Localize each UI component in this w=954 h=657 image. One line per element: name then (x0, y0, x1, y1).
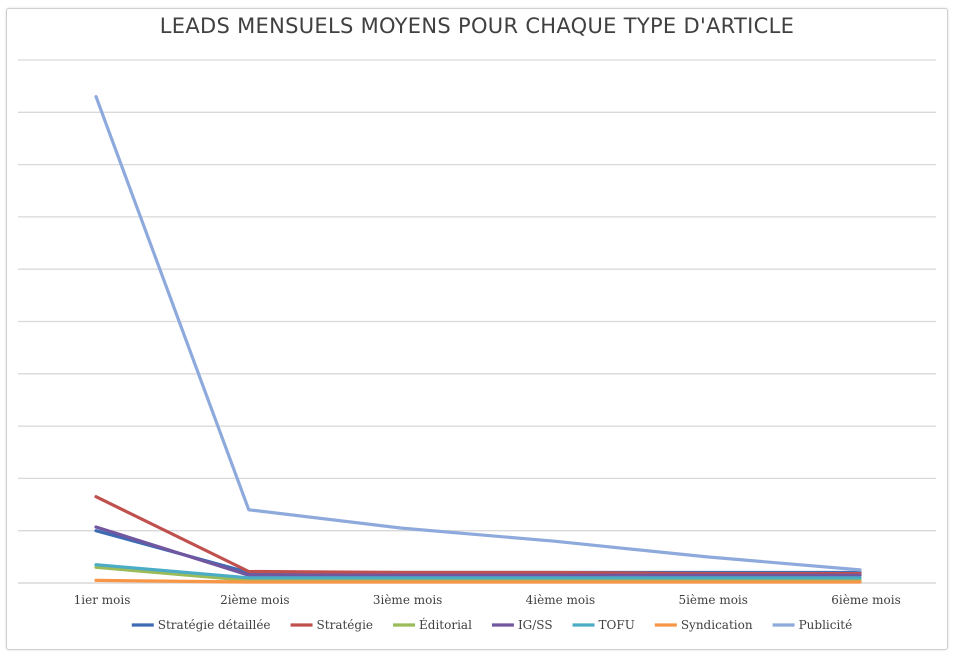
legend-label: Syndication (681, 618, 753, 632)
x-tick-label: 6ième mois (831, 593, 900, 607)
x-tick-label: 2ième mois (220, 593, 289, 607)
legend-label: TOFU (599, 618, 635, 632)
x-tick-label: 4ième mois (526, 593, 595, 607)
series-line (94, 563, 862, 580)
series-line (94, 525, 862, 577)
series-line (94, 495, 862, 576)
legend-label: Stratégie (317, 618, 373, 632)
series-line (94, 94, 862, 572)
chart-title: LEADS MENSUELS MOYENS POUR CHAQUE TYPE D… (159, 14, 795, 38)
legend-label: Éditorial (419, 617, 472, 632)
legend-label: Publicité (799, 618, 853, 632)
gridlines (18, 59, 936, 584)
chart-frame (6, 8, 948, 650)
x-tick-label: 3ième mois (373, 593, 442, 607)
legend-label: Stratégie détaillée (158, 618, 271, 632)
legend: Stratégie détaillée Stratégie Éditorial IG/… (131, 617, 853, 632)
x-tick-label: 5ième mois (678, 593, 747, 607)
x-axis-tick-labels: 1ier mois 2ième mois 3ième mois 4ième mois 5… (74, 593, 901, 607)
series-line (94, 578, 862, 584)
series-lines (94, 94, 862, 584)
x-tick-label: 1ier mois (74, 593, 131, 607)
legend-label: IG/SS (518, 618, 553, 632)
